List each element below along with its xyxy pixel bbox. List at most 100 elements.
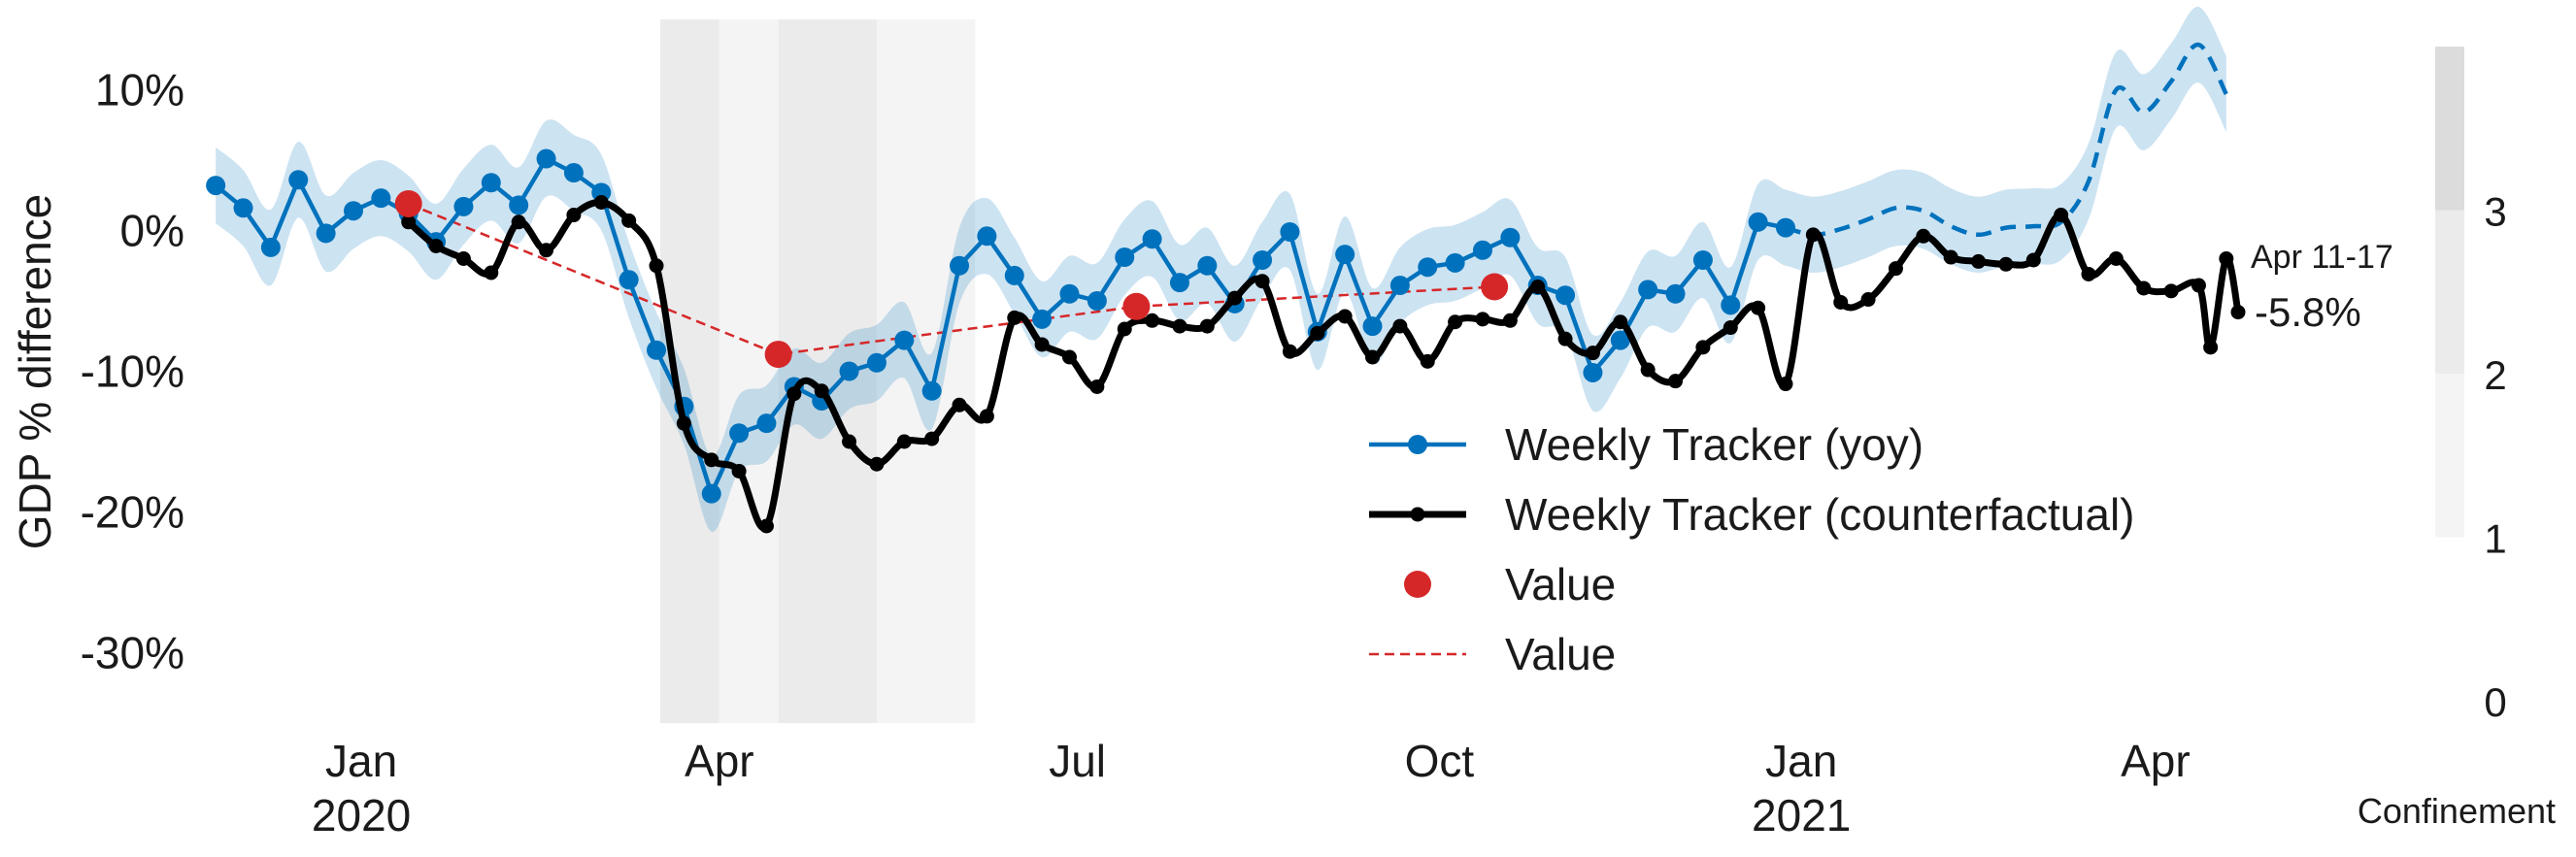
legend-label: Weekly Tracker (counterfactual) xyxy=(1505,489,2135,540)
counterfactual-point xyxy=(2108,251,2124,266)
value-marker xyxy=(764,341,792,369)
yoy-point xyxy=(839,361,859,381)
counterfactual-point xyxy=(1475,312,1490,327)
x-tick-year-label: 2020 xyxy=(312,790,411,841)
counterfactual-point xyxy=(1613,314,1628,330)
annotation-period: Apr 11-17 xyxy=(2251,239,2393,276)
yoy-point xyxy=(1169,273,1189,293)
counterfactual-point xyxy=(2191,278,2206,293)
counterfactual-point xyxy=(1916,228,1931,244)
counterfactual-point xyxy=(1337,309,1353,324)
confidence-band xyxy=(216,6,2226,533)
counterfactual-point xyxy=(401,214,417,230)
yoy-point xyxy=(260,237,281,257)
yoy-point xyxy=(1472,240,1492,260)
yoy-point xyxy=(206,176,226,196)
colorbar-segment-level-2 xyxy=(2435,210,2464,374)
counterfactual-point xyxy=(1751,300,1766,315)
yoy-point xyxy=(1583,362,1603,382)
yoy-point xyxy=(1280,221,1300,242)
yoy-point xyxy=(647,340,667,360)
counterfactual-point xyxy=(1833,294,1849,310)
yoy-point xyxy=(536,148,556,169)
counterfactual-point xyxy=(2081,266,2096,281)
y-tick-label: -30% xyxy=(81,628,184,678)
yoy-point xyxy=(1087,291,1107,311)
yoy-point xyxy=(729,423,750,444)
annotation-value: -5.8% xyxy=(2255,289,2361,335)
counterfactual-point xyxy=(2230,305,2246,320)
confinement-period-level-2 xyxy=(660,19,719,723)
legend: Weekly Tracker (yoy) Weekly Tracker (coun… xyxy=(1369,419,2135,679)
legend-marker xyxy=(1410,507,1425,522)
counterfactual-point xyxy=(455,251,471,266)
y-tick-label: 10% xyxy=(95,65,184,115)
counterfactual-point xyxy=(1943,249,1958,265)
counterfactual-point xyxy=(1199,318,1215,334)
value-dashed-line xyxy=(408,202,1495,356)
counterfactual-point xyxy=(2025,252,2041,268)
x-tick-label: Jul xyxy=(1049,736,1106,786)
value-dashed-line-path xyxy=(408,202,1495,356)
value-marker xyxy=(1122,292,1151,320)
x-tick-label: Apr xyxy=(685,736,754,786)
yoy-point xyxy=(1638,280,1658,300)
counterfactual-point xyxy=(1971,253,1987,269)
confinement-colorbar: 0 1 2 3 Confinement xyxy=(2358,47,2556,831)
counterfactual-point xyxy=(1172,318,1188,334)
yoy-point xyxy=(481,173,501,193)
yoy-point xyxy=(1721,295,1741,315)
counterfactual-point xyxy=(731,463,747,478)
legend-entry: Value xyxy=(1404,559,1616,610)
counterfactual-point xyxy=(593,195,609,210)
yoy-point xyxy=(453,196,474,216)
counterfactual-point xyxy=(1282,344,1297,359)
counterfactual-point xyxy=(566,208,582,223)
yoy-point xyxy=(977,226,997,247)
counterfactual-point xyxy=(511,214,526,230)
y-tick-label: 0% xyxy=(120,206,184,256)
confinement-period-level-2 xyxy=(778,19,877,723)
yoy-point xyxy=(509,195,529,215)
counterfactual-point xyxy=(704,452,719,468)
yoy-point xyxy=(1692,249,1713,270)
yoy-point xyxy=(288,170,309,190)
counterfactual-point xyxy=(924,431,940,446)
counterfactual-point xyxy=(539,243,554,258)
counterfactual-point xyxy=(1310,325,1325,341)
x-tick-label: Oct xyxy=(1405,736,1475,786)
yoy-point xyxy=(866,352,887,373)
yoy-point xyxy=(1335,245,1355,265)
yoy-point xyxy=(701,483,721,504)
yoy-point xyxy=(1197,255,1218,276)
colorbar-label: Confinement xyxy=(2358,791,2556,831)
counterfactual-point xyxy=(952,397,967,412)
counterfactual-point xyxy=(842,434,857,449)
counterfactual-point xyxy=(1778,377,1793,392)
counterfactual-point xyxy=(1585,346,1600,361)
yoy-point xyxy=(1362,316,1383,337)
colorbar-tick-label: 1 xyxy=(2484,516,2506,562)
y-tick-label: -10% xyxy=(81,346,184,397)
counterfactual-point xyxy=(869,456,885,472)
value-marker xyxy=(1481,273,1509,301)
legend-label: Value xyxy=(1505,559,1616,610)
confinement-period-level-1 xyxy=(876,19,976,723)
y-axis-label: GDP % difference xyxy=(10,194,60,550)
counterfactual-point xyxy=(1695,340,1711,355)
yoy-point xyxy=(1556,285,1576,306)
legend-marker xyxy=(1408,435,1427,454)
legend-label: Value xyxy=(1505,629,1616,679)
yoy-point xyxy=(1115,247,1135,268)
yoy-projection-line xyxy=(1785,42,2228,238)
yoy-point xyxy=(1665,283,1686,304)
yoy-point xyxy=(1748,212,1768,232)
colorbar-segment-level-1 xyxy=(2435,374,2464,538)
counterfactual-point xyxy=(1640,362,1656,378)
yoy-point xyxy=(950,255,970,276)
legend-entry: Weekly Tracker (counterfactual) xyxy=(1369,489,2135,540)
yoy-series xyxy=(206,42,2228,504)
